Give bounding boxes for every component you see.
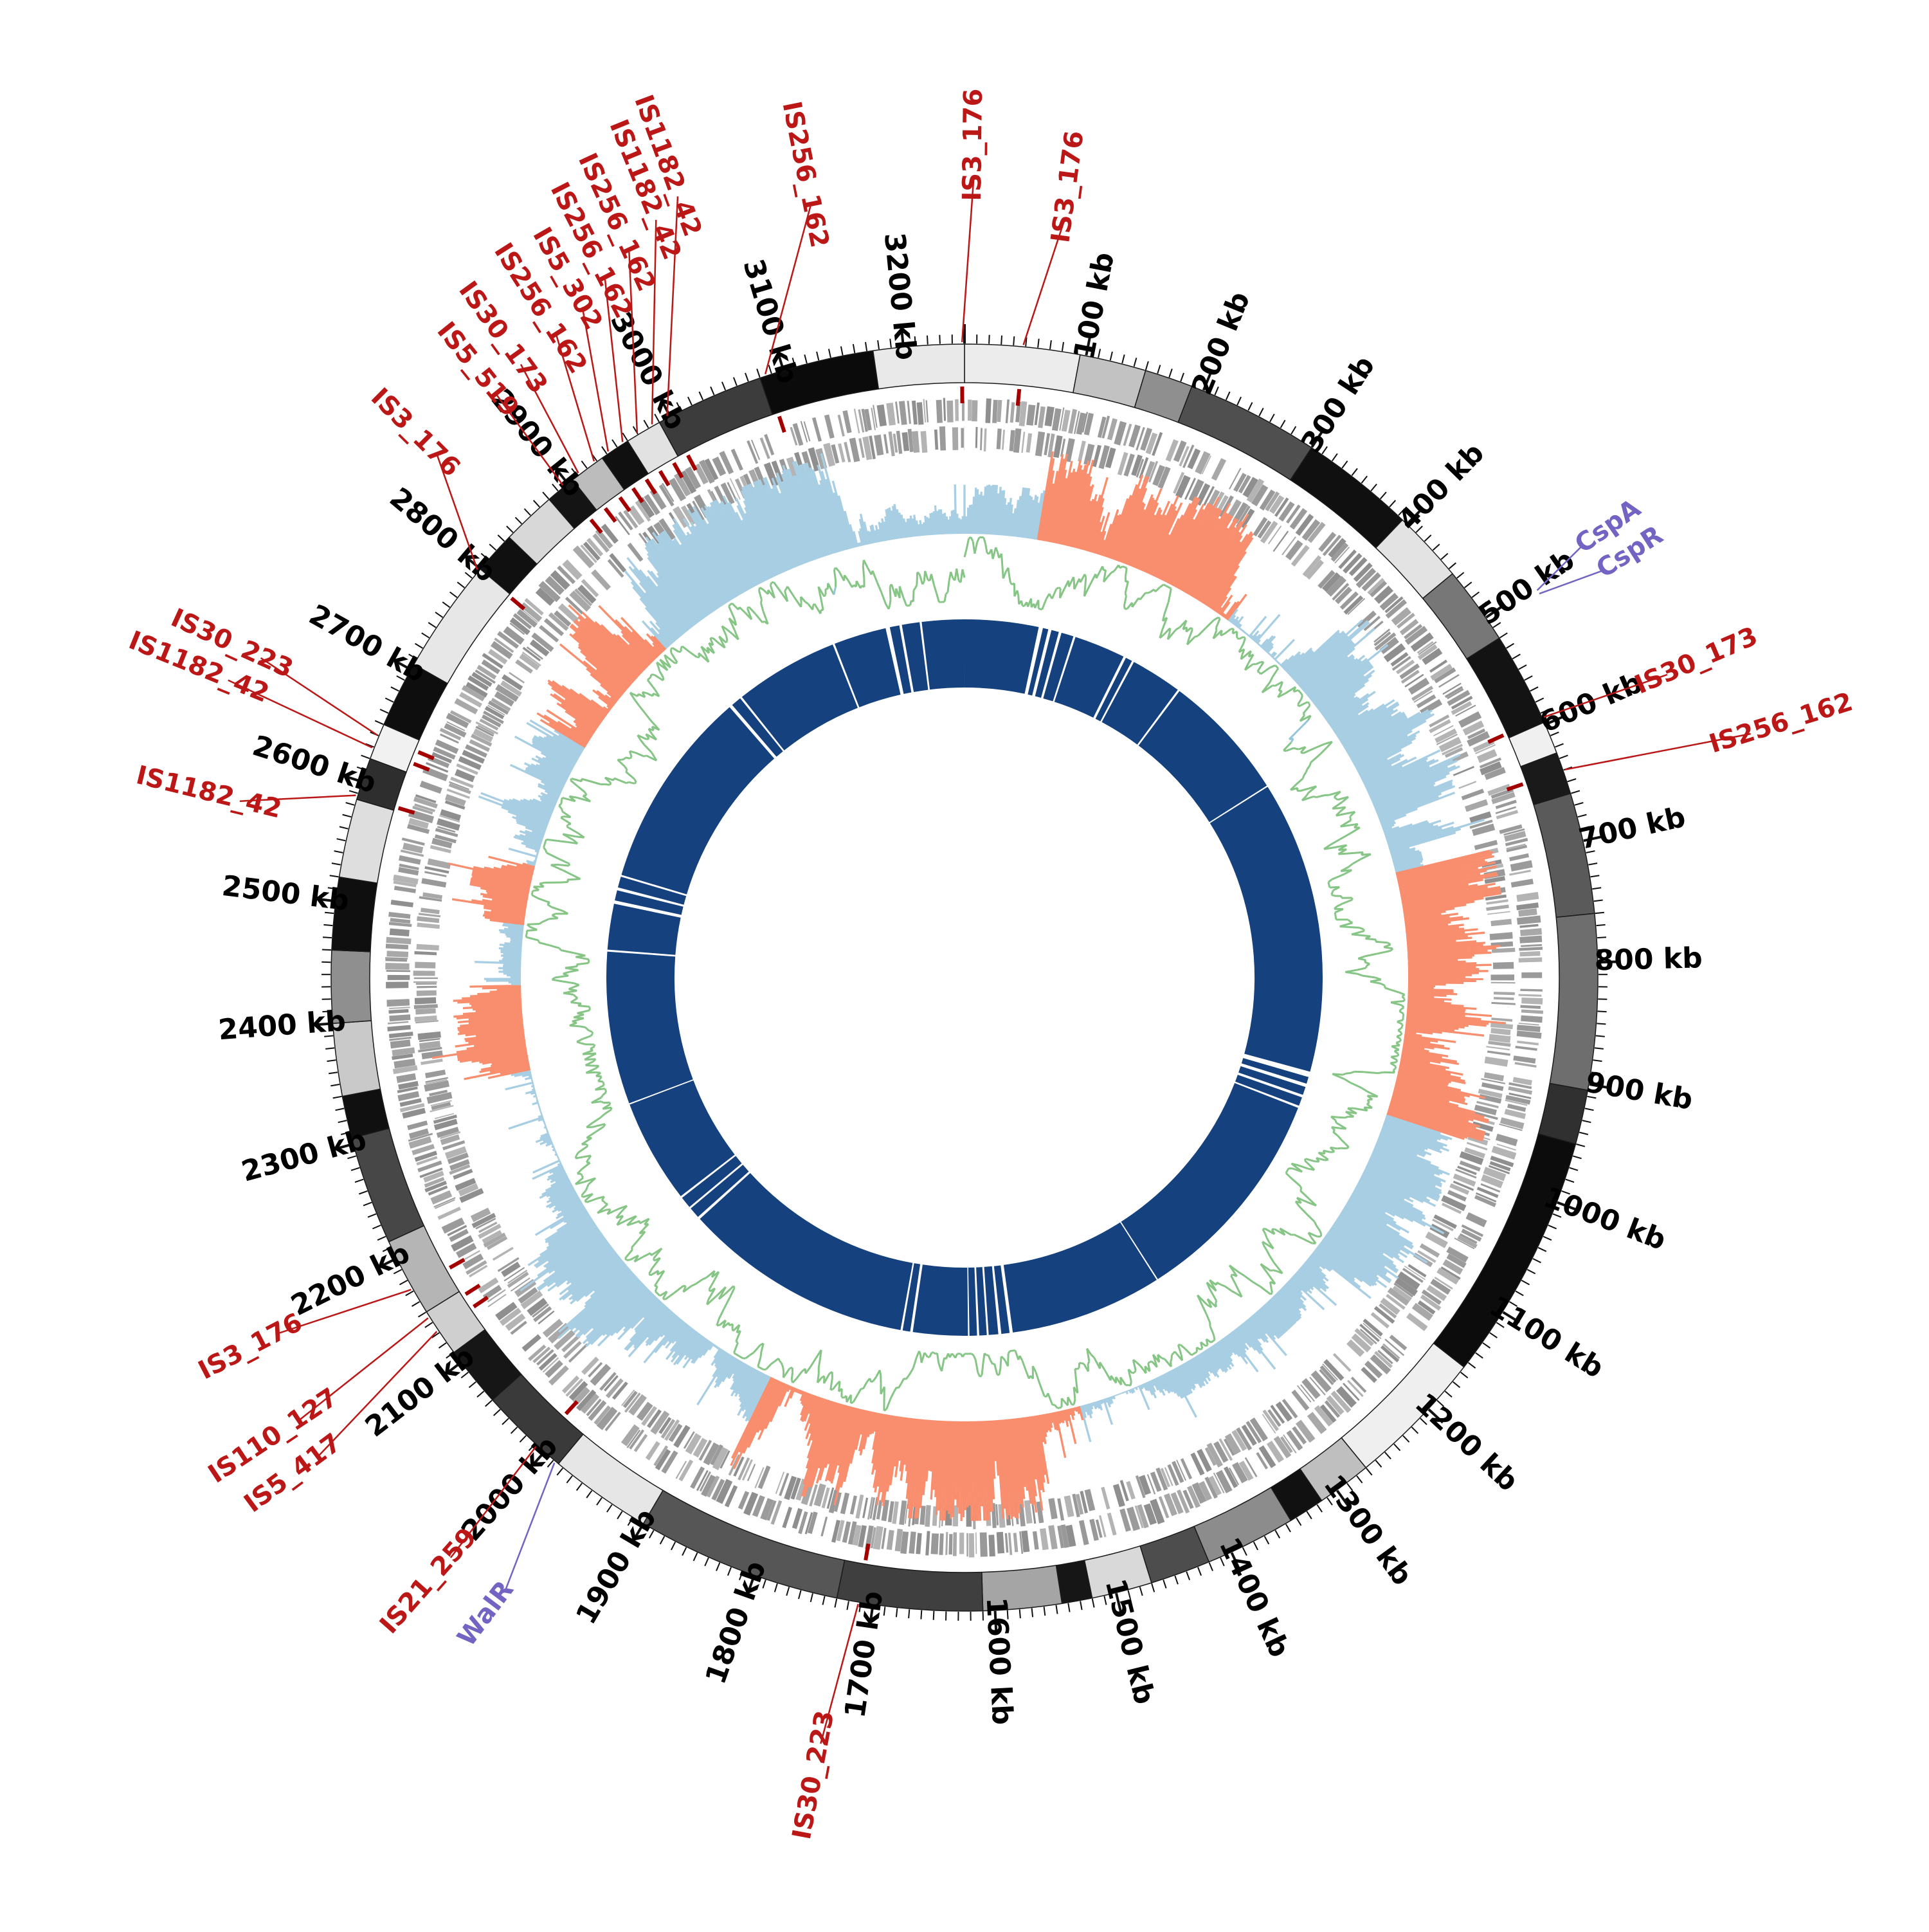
- scale-tick-label: 3200 kb: [878, 231, 923, 361]
- scale-tick-label: 1900 kb: [570, 1503, 663, 1630]
- scale-tick-label: 600 kb: [1535, 666, 1647, 740]
- scale-tick-label: 2500 kb: [220, 870, 350, 917]
- scale-tick-label: 500 kb: [1473, 543, 1580, 632]
- karyotype-ring: [331, 344, 1598, 1611]
- scale-tick-label: 2100 kb: [359, 1340, 481, 1443]
- scale-tick-label: 1600 kb: [980, 1596, 1019, 1726]
- scale-tick-label: 300 kb: [1295, 350, 1382, 458]
- scale-tick-label: 2800 kb: [383, 481, 502, 588]
- scale-tick-label: 1000 kb: [1539, 1181, 1671, 1257]
- scale-tick-label: 1500 kb: [1099, 1576, 1161, 1708]
- scale-tick-label: 3100 kb: [736, 255, 804, 387]
- annotation-label: IS3_176: [194, 1308, 307, 1385]
- scale-tick-label: 1800 kb: [700, 1557, 773, 1688]
- scale-tick-label: 700 kb: [1576, 801, 1689, 856]
- annotation-label: IS256_162: [776, 99, 834, 250]
- scale-tick-label: 2600 kb: [249, 729, 381, 800]
- annotation-label: IS30_173: [1631, 621, 1762, 700]
- annotation-label: IS1182_42: [133, 760, 284, 824]
- annotation-label: IS3_176: [1046, 129, 1089, 245]
- annotation-label: IS30_223: [787, 1708, 840, 1842]
- scale-tick-label: 2700 kb: [303, 598, 431, 689]
- scale-tick-label: 1300 kb: [1317, 1469, 1418, 1592]
- scale-tick-label: 900 kb: [1583, 1066, 1695, 1116]
- scale-tick-label: 200 kb: [1186, 287, 1257, 399]
- scale-tick-label: 1700 kb: [838, 1589, 889, 1720]
- scale-tick-label: 1100 kb: [1483, 1290, 1609, 1385]
- core-genome-ring: [640, 653, 1289, 1302]
- scale-tick-label: 1200 kb: [1409, 1387, 1525, 1499]
- scale-tick-label: 800 kb: [1594, 942, 1703, 977]
- annotation-label: WalR: [452, 1576, 520, 1652]
- scale-tick-label: 100 kb: [1068, 250, 1121, 362]
- scale-tick-label: 3000 kb: [604, 307, 692, 435]
- scale-tick-label: 2400 kb: [217, 1005, 347, 1046]
- scale-tick-label: 400 kb: [1392, 437, 1491, 537]
- annotation-label: IS3_176: [365, 383, 466, 483]
- annotation-label: IS256_162: [1706, 687, 1856, 759]
- scale-tick-label: 2300 kb: [238, 1123, 370, 1188]
- scale-tick-label: 1400 kb: [1213, 1533, 1296, 1663]
- annotation-label: IS3_176: [957, 88, 988, 201]
